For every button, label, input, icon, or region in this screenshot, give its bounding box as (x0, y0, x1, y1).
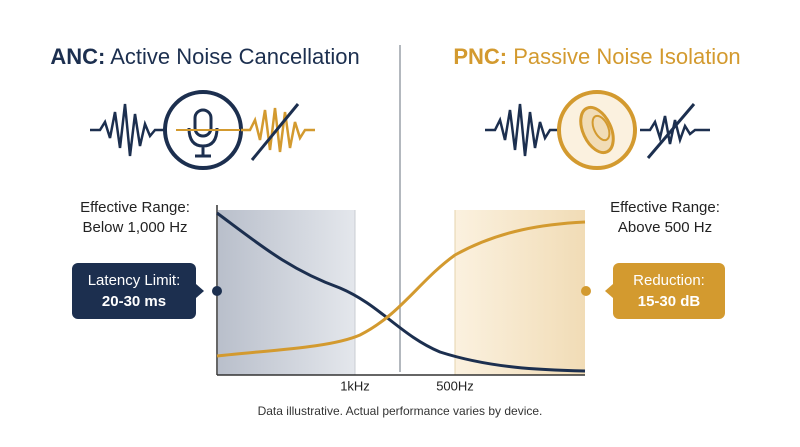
left-callout (72, 263, 196, 319)
anc-curve (216, 211, 586, 373)
footnote: Data illustrative. Actual performance va… (258, 404, 543, 418)
pointer (196, 284, 204, 298)
left-title: ANC: Active Noise Cancellation (50, 44, 359, 69)
left-callout-value: 20-30 ms (102, 293, 166, 310)
right-callout-value: 15-30 dB (638, 293, 701, 310)
right-callout (613, 263, 725, 319)
anc-zone (218, 210, 355, 375)
right-range-label: Effective Range: (610, 199, 720, 216)
marker (212, 286, 222, 296)
x-tick-label: 500Hz (436, 378, 474, 393)
right-callout-label: Reduction: (633, 272, 705, 289)
x-tick-label: 1kHz (340, 378, 370, 393)
pnc-icon (485, 90, 710, 170)
right-range-value: Above 500 Hz (618, 219, 712, 236)
right-title: PNC: Passive Noise Isolation (453, 44, 740, 69)
pnc-zone (455, 210, 585, 375)
left-range-value: Below 1,000 Hz (82, 219, 187, 236)
anc-icon (90, 90, 315, 170)
pointer (605, 284, 613, 298)
pnc-curve (216, 220, 586, 358)
marker (581, 286, 591, 296)
left-callout-label: Latency Limit: (88, 272, 181, 289)
left-range-label: Effective Range: (80, 199, 190, 216)
